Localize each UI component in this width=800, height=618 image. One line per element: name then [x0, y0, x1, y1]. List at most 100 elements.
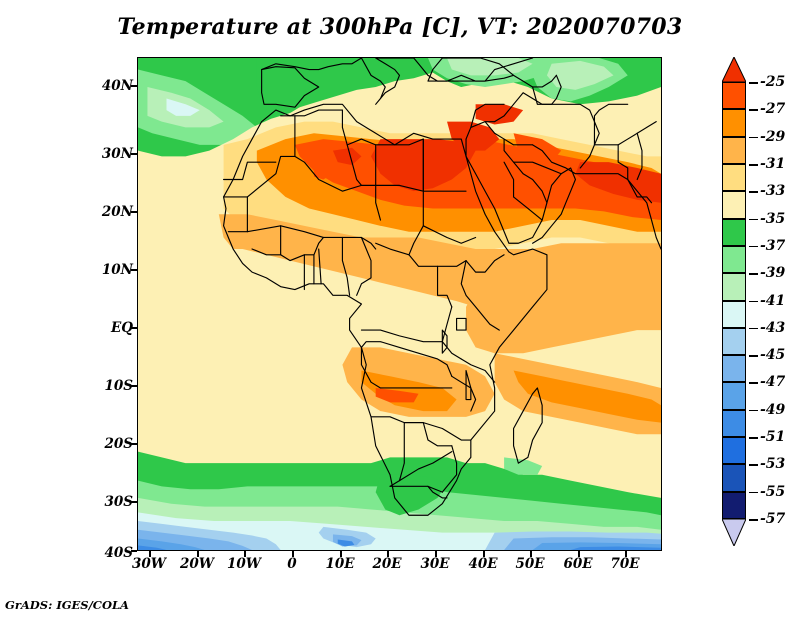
country-border [512, 74, 557, 88]
contour-band [313, 165, 333, 180]
y-tick-label: 30S [104, 494, 133, 510]
colorbar-tick-label: -45 [760, 347, 786, 364]
colorbar-segment [722, 245, 746, 274]
country-border [222, 155, 382, 221]
contour-band [504, 457, 543, 475]
y-tick-mark [131, 385, 137, 387]
country-border [465, 155, 577, 244]
x-tick-mark [578, 551, 580, 557]
y-tick-mark [131, 501, 137, 503]
country-border [261, 58, 534, 105]
x-tick-label: 10W [227, 556, 261, 572]
colorbar-tick-label: -53 [760, 456, 786, 473]
contour-band [342, 347, 495, 417]
temperature-contour-map [137, 57, 662, 551]
colorbar-segment [722, 464, 746, 492]
y-tick-label: 40S [104, 545, 133, 561]
country-border [341, 109, 363, 186]
country-border [341, 236, 351, 296]
x-tick-mark [197, 551, 199, 557]
country-border [370, 416, 472, 441]
y-tick-mark [131, 85, 137, 87]
contour-band [218, 249, 476, 348]
country-border [441, 329, 448, 354]
colorbar-tick-mark [749, 109, 758, 111]
x-tick-label: 20W [180, 556, 214, 572]
colorbar-tick-label: -51 [760, 429, 786, 446]
country-border [422, 225, 477, 244]
country-border [532, 144, 653, 204]
country-border [251, 225, 282, 256]
country-border [460, 260, 500, 331]
x-tick-label: 20E [372, 556, 402, 572]
country-border [280, 236, 324, 262]
contour-band [342, 416, 661, 493]
y-tick-label: EQ [110, 320, 133, 336]
contour-band [546, 60, 614, 90]
contour-band [138, 399, 352, 458]
x-tick-mark [292, 551, 294, 557]
country-border [593, 121, 657, 146]
country-border [436, 265, 453, 308]
country-border [636, 132, 643, 181]
contour-band [261, 64, 319, 105]
country-border [389, 422, 405, 487]
colorbar-segment [722, 273, 746, 301]
country-border [456, 317, 467, 331]
colorbar-segment [722, 218, 746, 246]
contour-band [447, 121, 500, 151]
x-tick-mark [244, 551, 246, 557]
country-border [593, 103, 629, 146]
colorbar-tick-mark [749, 382, 758, 385]
colorbar-segment [722, 191, 746, 219]
country-border [512, 196, 543, 221]
colorbar-segment [722, 136, 746, 164]
colorbar-segment [722, 300, 746, 328]
colorbar-tick-mark [749, 519, 758, 521]
colorbar-tick-mark [749, 218, 758, 221]
colorbar-tick-label: -35 [760, 210, 786, 227]
colorbar-segment [722, 327, 746, 356]
colorbar-tick-mark [749, 245, 758, 248]
colorbar-tick-label: -25 [760, 74, 786, 90]
colorbar-segment [722, 109, 746, 137]
country-border [460, 358, 496, 383]
country-border [318, 248, 322, 285]
country-border [617, 144, 629, 181]
x-tick-label: 40E [468, 556, 498, 572]
country-border [427, 58, 515, 82]
x-tick-mark [483, 551, 485, 557]
x-tick-mark [387, 551, 389, 557]
x-tick-mark [340, 551, 342, 557]
colorbar-tick-mark [749, 491, 758, 494]
contour-band [475, 104, 524, 125]
colorbar-tick-label: -55 [760, 483, 786, 500]
country-border [512, 387, 543, 464]
colorbar-tick-mark [749, 464, 758, 466]
country-border [465, 369, 472, 401]
country-border [398, 451, 453, 482]
colorbar-tick-mark [749, 300, 758, 303]
colorbar-tick-label: -29 [760, 128, 786, 145]
colorbar[interactable] [722, 82, 746, 519]
y-tick-label: 30N [101, 146, 133, 162]
country-border [356, 236, 372, 296]
y-tick-mark [131, 211, 137, 213]
x-tick-label: 60E [563, 556, 593, 572]
country-border [375, 242, 410, 256]
colorbar-segment [722, 437, 746, 465]
x-tick-mark [149, 551, 151, 557]
country-border [441, 445, 458, 493]
country-border [512, 161, 562, 175]
country-border [360, 346, 453, 389]
colorbar-tick-mark [749, 163, 758, 166]
country-border [375, 184, 424, 256]
contour-band [466, 260, 661, 354]
colorbar-tick-mark [749, 136, 758, 139]
x-tick-label: 0 [287, 556, 297, 572]
colorbar-segment [722, 382, 746, 410]
colorbar-tick-label: -39 [760, 265, 786, 282]
contour-band [375, 387, 419, 403]
country-border [470, 103, 515, 128]
colorbar-tick-label: -57 [760, 511, 786, 527]
